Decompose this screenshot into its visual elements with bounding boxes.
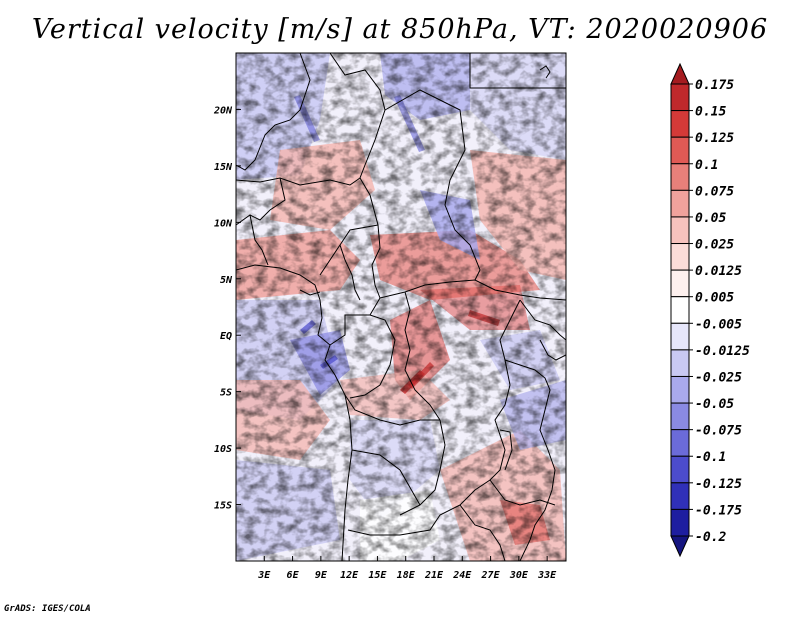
lon-tick-label: 30E <box>509 570 529 581</box>
colorbar-bin <box>670 269 690 298</box>
colorbar-level-label: 0.1 <box>695 158 718 173</box>
lat-tick-label: 5S <box>220 388 232 399</box>
colorbar-bin <box>670 216 690 245</box>
colorbar-level-label: -0.075 <box>695 424 742 439</box>
colorbar-bin <box>670 508 690 537</box>
lon-tick-label: 9E <box>315 570 328 581</box>
lat-tick-label: 15S <box>214 501 232 512</box>
colorbar-bin <box>670 296 690 324</box>
colorbar-level-label: -0.125 <box>695 477 742 492</box>
lon-tick-label: 3E <box>257 570 271 581</box>
grads-credit: GrADS: IGES/COLA <box>4 604 91 614</box>
lon-tick-label: 21E <box>424 570 444 581</box>
colorbar-bin <box>670 322 690 351</box>
colorbar-bin <box>670 83 690 112</box>
colorbar-bin <box>670 429 690 457</box>
colorbar-bin <box>670 243 690 271</box>
colorbar-bin <box>670 402 690 431</box>
country-borders <box>236 53 566 561</box>
lon-tick-label: 33E <box>537 570 557 581</box>
chart-title: Vertical velocity [m/s] at 850hPa, VT: 2… <box>31 14 769 45</box>
colorbar-level-label: -0.0125 <box>695 344 750 359</box>
lon-tick-label: 6E <box>287 570 300 581</box>
colorbar-level-label: 0.0125 <box>695 264 742 279</box>
colorbar-min-triangle <box>670 535 690 558</box>
vertical-velocity-field <box>236 53 566 561</box>
lat-tick-label: 10S <box>214 444 232 455</box>
colorbar-level-label: -0.005 <box>695 317 742 332</box>
colorbar-level-label: 0.075 <box>695 184 734 199</box>
colorbar-level-label: 0.005 <box>695 291 734 306</box>
lon-tick-label: 27E <box>481 570 501 581</box>
colorbar-level-label: -0.05 <box>695 397 734 412</box>
map-frame <box>235 52 567 562</box>
colorbar-bin <box>670 136 690 165</box>
colorbar-bin <box>670 110 690 138</box>
colorbar-bin <box>670 349 690 377</box>
lon-tick-label: 24E <box>452 570 472 581</box>
colorbar: 0.175 0.15 0.125 0.1 0.075 0.05 0.025 0.0125 0.0… <box>670 62 750 558</box>
colorbar-bin <box>670 375 690 404</box>
colorbar-level-label: -0.175 <box>695 503 742 518</box>
lat-tick-label: 15N <box>214 162 233 173</box>
colorbar-bin <box>670 189 690 218</box>
lon-tick-label: 18E <box>397 570 416 581</box>
colorbar-level-label: -0.2 <box>695 530 726 545</box>
colorbar-bin <box>670 163 690 191</box>
lat-tick-label: 5N <box>220 275 233 286</box>
latitude-axis: 20N 15N 10N 5N EQ 5S 10S 15S <box>213 105 241 512</box>
lon-tick-label: 12E <box>340 570 359 581</box>
longitude-axis: 3E 6E 9E 12E 15E 18E 21E 24E 27E 30E 33E <box>257 556 557 581</box>
colorbar-bin <box>670 482 690 510</box>
lat-tick-label: EQ <box>220 331 232 342</box>
colorbar-level-label: -0.1 <box>695 450 726 465</box>
colorbar-level-label: 0.125 <box>695 131 734 146</box>
colorbar-level-label: -0.025 <box>695 370 742 385</box>
colorbar-bin <box>670 455 690 484</box>
lat-tick-label: 20N <box>213 105 233 116</box>
colorbar-level-label: 0.175 <box>695 78 734 93</box>
colorbar-level-label: 0.025 <box>695 238 734 253</box>
lon-tick-label: 15E <box>368 570 387 581</box>
colorbar-level-label: 0.15 <box>695 105 726 120</box>
colorbar-level-label: 0.05 <box>695 211 726 226</box>
colorbar-max-triangle <box>670 62 690 85</box>
lat-tick-label: 10N <box>214 218 233 229</box>
